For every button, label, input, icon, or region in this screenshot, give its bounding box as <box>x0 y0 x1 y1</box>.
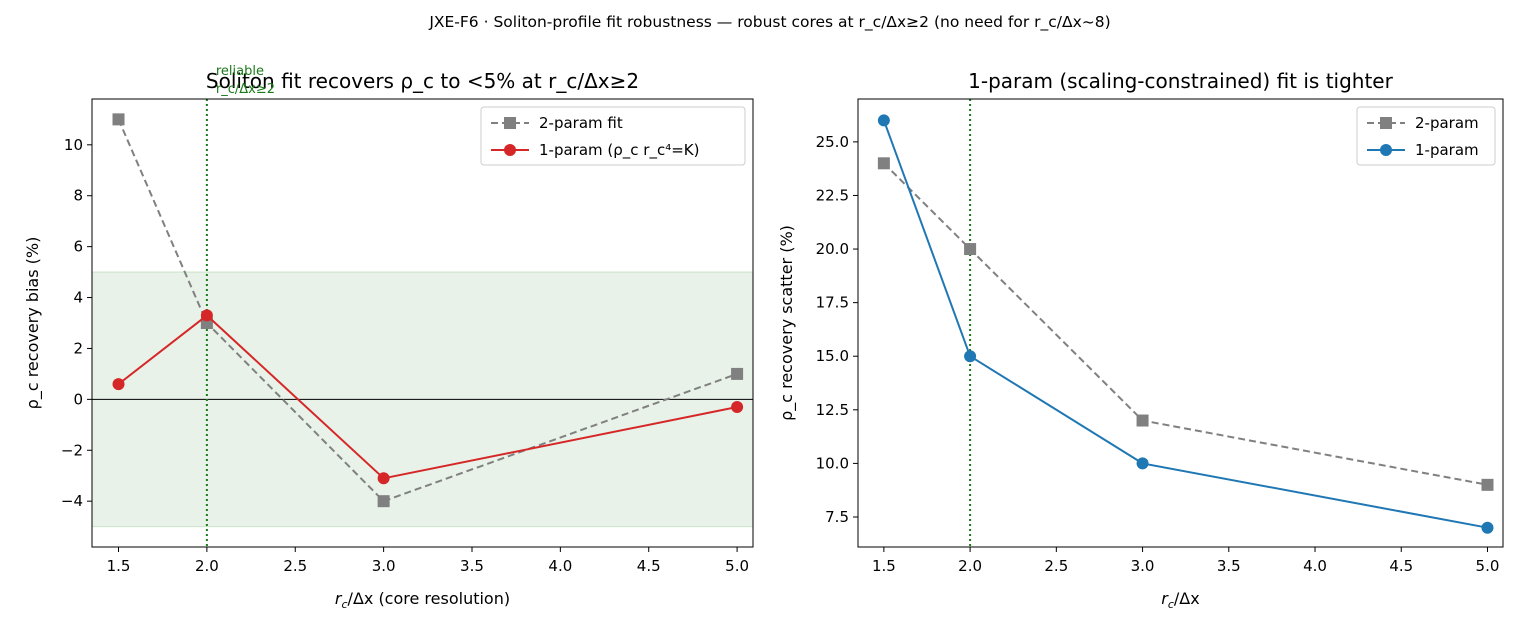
x-tick-label: 3.5 <box>460 557 484 575</box>
series-line-1 <box>882 120 1488 529</box>
x-axis-label-main: r <box>335 589 343 608</box>
data-point-circle <box>1481 521 1494 534</box>
legend-marker-square <box>1380 117 1392 129</box>
y-tick-label: 2 <box>73 339 83 357</box>
x-axis-label: rc/Δx <box>1161 589 1199 611</box>
y-tick-label: 6 <box>73 238 83 256</box>
x-tick-label: 2.5 <box>283 557 307 575</box>
y-tick-label: 8 <box>73 187 83 205</box>
legend-marker-circle <box>504 144 516 156</box>
x-tick-label: 3.0 <box>1131 557 1155 575</box>
legend-box <box>480 106 746 166</box>
series-line-0 <box>117 119 738 503</box>
x-tick-label: 3.0 <box>372 557 396 575</box>
legend-label-1: 1-param (ρ_c r_c⁴=K) <box>539 141 699 160</box>
left-panel-bias-chart: 1.5 2.0 2.5 3.0 3.5 4.0 4.5 5.0 −4 −2 0 2 4 6 8 10 Solit… <box>23 64 754 611</box>
x-tick-label: 5.0 <box>1476 557 1500 575</box>
y-tick-label: 0 <box>73 390 83 408</box>
y-tick-label: 20.0 <box>816 240 849 258</box>
x-tick-label: 4.5 <box>637 557 661 575</box>
x-axis-label-sub: c <box>1168 598 1174 611</box>
chart-title: 1-param (scaling-constrained) fit is tig… <box>968 69 1393 93</box>
x-tick-label: 1.5 <box>872 557 896 575</box>
x-axis-label-main: r <box>1161 589 1169 608</box>
x-tick-label: 2.5 <box>1044 557 1068 575</box>
x-tick-label: 2.0 <box>958 557 982 575</box>
legend-label-0: 2-param fit <box>539 114 623 132</box>
x-tick-label: 5.0 <box>725 557 749 575</box>
data-point-circle <box>731 401 744 413</box>
y-tick-label: 17.5 <box>816 294 849 312</box>
data-point-circle <box>377 472 390 485</box>
y-tick-label: 4 <box>73 289 83 307</box>
x-axis-label-rest: /Δx <box>1174 589 1200 608</box>
chart-title: Soliton fit recovers ρ_c to <5% at r_c/Δ… <box>206 69 639 93</box>
x-tick-label: 4.5 <box>1389 557 1413 575</box>
legend-marker-circle <box>1380 144 1392 156</box>
legend-marker-square <box>504 117 516 129</box>
data-point-circle <box>964 350 977 363</box>
x-axis-label-sub: c <box>341 598 347 611</box>
y-tick-label: 25.0 <box>816 133 849 151</box>
data-point-square <box>112 113 125 126</box>
data-point-circle <box>877 114 890 127</box>
axes-frame <box>857 98 1504 548</box>
y-axis-label: ρ_c recovery scatter (%) <box>777 225 797 421</box>
axes-frame <box>91 98 754 548</box>
x-tick-label: 3.5 <box>1217 557 1241 575</box>
x-tick-label: 4.0 <box>548 557 572 575</box>
legend-label-0: 2-param <box>1415 114 1479 132</box>
threshold-label-line1: reliable <box>216 64 264 79</box>
x-axis-label: rc/Δx (core resolution) <box>335 589 510 611</box>
data-point-square <box>964 243 977 256</box>
series-line-1 <box>117 314 738 480</box>
y-tick-label: 10.0 <box>816 454 849 472</box>
x-tick-label: 2.0 <box>195 557 219 575</box>
x-axis-label-rest: /Δx (core resolution) <box>348 589 511 608</box>
y-tick-label: −4 <box>61 492 83 510</box>
y-axis-label: ρ_c recovery bias (%) <box>23 237 43 410</box>
data-point-square <box>731 367 744 380</box>
data-point-square <box>1481 478 1494 491</box>
threshold-label-line2: r_c/Δx≥2 <box>216 82 275 97</box>
series-line-0 <box>883 162 1488 486</box>
y-tick-label: 15.0 <box>816 347 849 365</box>
y-tick-label: 22.5 <box>816 186 849 204</box>
data-point-square <box>1136 414 1149 427</box>
data-point-square <box>377 495 390 508</box>
x-tick-label: 4.0 <box>1303 557 1327 575</box>
right-panel-scatter-chart: 1.5 2.0 2.5 3.0 3.5 4.0 4.5 5.0 7.5 10.0 12.5 15.0 1… <box>777 69 1504 611</box>
data-point-square <box>877 157 890 170</box>
y-tick-label: 10 <box>64 136 83 154</box>
data-point-circle <box>200 309 213 322</box>
data-point-circle <box>112 378 125 391</box>
y-tick-label: −2 <box>61 441 83 459</box>
y-tick-label: 12.5 <box>816 401 849 419</box>
figure-suptitle: JXE-F6 · Soliton-profile fit robustness … <box>428 13 1110 32</box>
legend-label-1: 1-param <box>1415 141 1479 159</box>
x-tick-label: 1.5 <box>107 557 131 575</box>
y-tick-label: 7.5 <box>825 508 849 526</box>
data-point-circle <box>1136 457 1149 470</box>
